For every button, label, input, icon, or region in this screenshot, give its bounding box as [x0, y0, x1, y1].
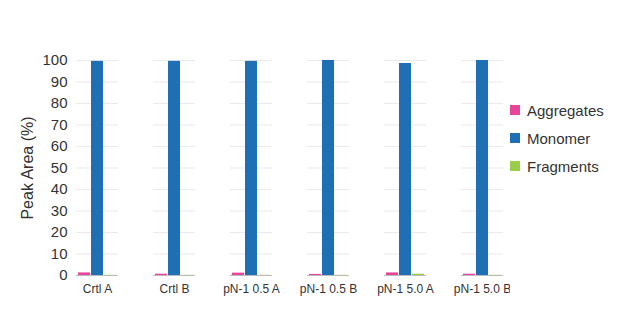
- svg-text:70: 70: [51, 116, 68, 133]
- svg-text:60: 60: [51, 137, 68, 154]
- svg-text:90: 90: [51, 73, 68, 90]
- svg-text:pN-1 5.0 B: pN-1 5.0 B: [454, 282, 510, 296]
- svg-text:pN-1 0.5 A: pN-1 0.5 A: [223, 282, 280, 296]
- svg-text:50: 50: [51, 159, 68, 176]
- svg-text:Peak Area (%): Peak Area (%): [19, 116, 36, 219]
- svg-text:30: 30: [51, 202, 68, 219]
- svg-text:Crtl A: Crtl A: [83, 282, 112, 296]
- svg-text:pN-1 5.0 A: pN-1 5.0 A: [377, 282, 434, 296]
- html-text:Monomer: Monomer: [527, 129, 591, 147]
- svg-text:40: 40: [51, 180, 68, 197]
- svg-text:pN-1 0.5 B: pN-1 0.5 B: [300, 282, 357, 296]
- html-text:Fragments: Fragments: [527, 157, 599, 175]
- svg-text:Crtl B: Crtl B: [160, 282, 190, 296]
- svg-text:80: 80: [51, 94, 68, 111]
- svg-text:10: 10: [51, 245, 68, 262]
- svg-text:0: 0: [59, 266, 67, 283]
- html-text:Aggregates: Aggregates: [527, 101, 604, 119]
- svg-text:20: 20: [51, 223, 68, 240]
- svg-text:100: 100: [42, 51, 67, 68]
